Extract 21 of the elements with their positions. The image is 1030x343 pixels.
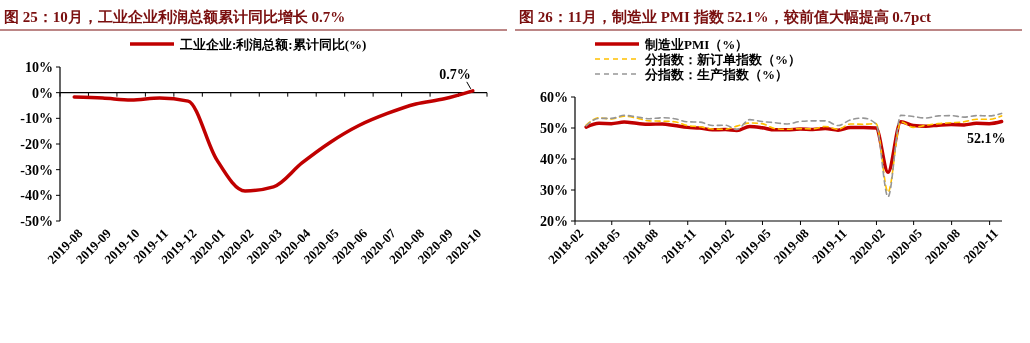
y-tick-label: -30% bbox=[20, 162, 53, 178]
annotation: 0.7% bbox=[439, 66, 471, 82]
y-tick-label: -20% bbox=[20, 136, 53, 152]
y-tick-label: 10% bbox=[25, 59, 53, 75]
chart-title: 图 25：10月，工业企业利润总额累计同比增长 0.7% bbox=[4, 8, 346, 25]
line-series bbox=[72, 89, 475, 193]
y-tick-label: 30% bbox=[540, 182, 568, 198]
legend-label: 分指数：新订单指数（%） bbox=[644, 52, 801, 67]
chart-title: 图 26：11月，制造业 PMI 指数 52.1%，较前值大幅提高 0.7pct bbox=[519, 8, 932, 25]
annotation: 52.1% bbox=[967, 131, 1006, 147]
legend-label: 工业企业:利润总额:累计同比(%) bbox=[179, 37, 367, 52]
y-tick-label: 0% bbox=[32, 85, 53, 101]
legend-label: 分指数：生产指数（%） bbox=[644, 67, 788, 82]
y-tick-label: 60% bbox=[540, 89, 568, 105]
y-tick-label: -10% bbox=[20, 111, 53, 127]
y-tick-label: -40% bbox=[20, 188, 53, 204]
y-tick-label: -50% bbox=[20, 213, 53, 229]
y-tick-label: 50% bbox=[540, 120, 568, 136]
legend-label: 制造业PMI（%） bbox=[644, 37, 749, 52]
y-tick-label: 40% bbox=[540, 151, 568, 167]
y-tick-label: 20% bbox=[540, 213, 568, 229]
